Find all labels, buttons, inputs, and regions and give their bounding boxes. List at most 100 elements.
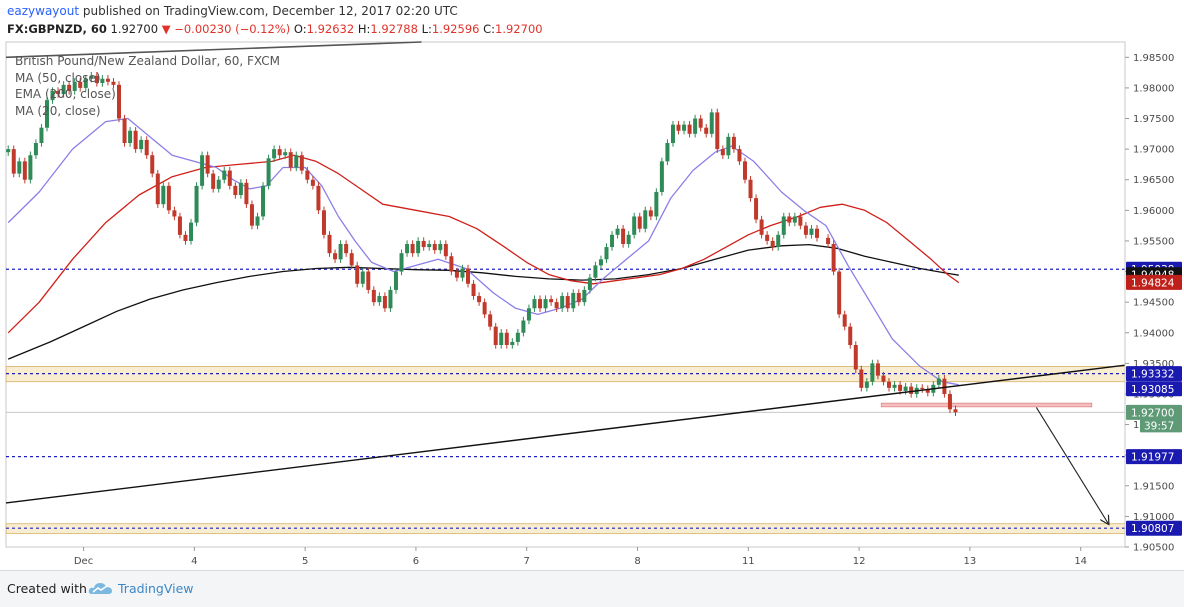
candle-body-123 bbox=[687, 124, 692, 134]
candle-body-102 bbox=[571, 292, 576, 309]
candle-body-169 bbox=[947, 393, 952, 410]
y-tick-label-14: 1.91500 bbox=[1133, 481, 1174, 492]
drawings-layer[interactable] bbox=[5, 41, 1126, 524]
candle-body-15 bbox=[89, 75, 94, 79]
x-tick-label-7: 12 bbox=[853, 556, 866, 567]
candle-body-33 bbox=[189, 222, 194, 241]
y-tick-label-15: 1.91000 bbox=[1133, 512, 1174, 523]
candle-body-117 bbox=[654, 191, 659, 217]
candle-body-131 bbox=[731, 136, 736, 150]
symbol-label[interactable]: FX:GBPNZD, 60 bbox=[7, 22, 107, 36]
candle-body-12 bbox=[72, 81, 77, 91]
candle-body-136 bbox=[759, 219, 764, 235]
candle-body-53 bbox=[299, 155, 304, 171]
low-value: 1.92596 bbox=[431, 22, 480, 36]
candle-body-122 bbox=[682, 124, 687, 131]
x-tick-label-5: 8 bbox=[634, 556, 640, 567]
chart-canvas[interactable]: 1.98500 1.98000 1.97500 1.97000 1.96500 1.960… bbox=[0, 0, 1184, 570]
tradingview-cloud-icon[interactable] bbox=[88, 579, 114, 597]
forecast-arrow[interactable] bbox=[1035, 407, 1108, 523]
candle-body-104 bbox=[582, 289, 587, 303]
candle-body-159 bbox=[892, 384, 897, 388]
y-tick-label-6: 1.95500 bbox=[1133, 236, 1174, 247]
candle-body-125 bbox=[698, 118, 703, 128]
x-tick-label-9: 14 bbox=[1074, 556, 1087, 567]
price-badges: 1.950381.949481.948241.933321.930851.927… bbox=[1126, 261, 1182, 536]
candle-body-79 bbox=[443, 244, 448, 257]
candle-body-127 bbox=[709, 112, 714, 134]
candle-body-107 bbox=[598, 259, 603, 266]
candle-body-74 bbox=[416, 240, 421, 254]
candle-body-69 bbox=[388, 289, 393, 309]
tradingview-link[interactable]: TradingView bbox=[118, 581, 194, 596]
candle-body-94 bbox=[526, 308, 531, 321]
candle-body-160 bbox=[898, 384, 903, 391]
candle-body-129 bbox=[720, 149, 725, 156]
legend-ema200[interactable]: EMA (200, close) bbox=[15, 87, 116, 101]
candle-body-21 bbox=[122, 118, 127, 143]
candle-body-96 bbox=[538, 299, 543, 309]
published-text: published on TradingView.com, December 1… bbox=[82, 4, 458, 18]
candle-body-39 bbox=[222, 170, 227, 180]
candle-body-105 bbox=[587, 277, 592, 290]
legend-title[interactable]: British Pound/New Zealand Dollar, 60, FX… bbox=[15, 54, 280, 68]
author-link[interactable]: eazywayout bbox=[7, 4, 80, 18]
candle-body-118 bbox=[659, 161, 664, 192]
y-tick-label-4: 1.96500 bbox=[1133, 175, 1174, 186]
ema200-line bbox=[7, 243, 959, 360]
candle-body-128 bbox=[715, 112, 720, 150]
candle-body-101 bbox=[565, 296, 570, 309]
candle-body-88 bbox=[493, 326, 498, 345]
legend-ma50[interactable]: MA (50, close) bbox=[15, 70, 101, 85]
x-tick-label-6: 11 bbox=[742, 556, 755, 567]
candle-body-59 bbox=[333, 253, 338, 260]
x-tick-label-0: Dec bbox=[74, 556, 93, 567]
candle-body-149 bbox=[837, 271, 842, 315]
y-tick-label-8: 1.94500 bbox=[1133, 298, 1174, 309]
high-value: 1.92788 bbox=[370, 22, 418, 36]
y-tick-label-16: 1.90500 bbox=[1133, 543, 1174, 554]
ascending-trendline[interactable] bbox=[5, 364, 1126, 504]
candle-body-68 bbox=[382, 296, 387, 309]
price-badge-7 bbox=[1126, 520, 1182, 536]
countdown-badge bbox=[1140, 418, 1182, 433]
x-axis[interactable]: Dec 4 5 6 7 8 11 12 13 14 bbox=[74, 547, 1087, 567]
quote-line: FX:GBPNZD, 60 1.92700 ▼ −0.00230 (−0.12%… bbox=[7, 22, 543, 36]
candle-body-115 bbox=[643, 210, 648, 229]
candle-body-13 bbox=[78, 81, 83, 88]
candle-body-80 bbox=[449, 256, 454, 272]
candle-body-91 bbox=[510, 341, 515, 345]
target-zone[interactable] bbox=[880, 402, 1093, 408]
candle-body-156 bbox=[875, 363, 880, 376]
plot-area[interactable] bbox=[5, 41, 1126, 548]
candle-body-106 bbox=[593, 265, 598, 278]
candle-body-97 bbox=[543, 299, 548, 309]
candle-body-44 bbox=[249, 204, 254, 226]
y-axis[interactable]: 1.98500 1.98000 1.97500 1.97000 1.96500 1.960… bbox=[1125, 53, 1174, 554]
created-with-text: Created with bbox=[7, 581, 87, 596]
candle-body-140 bbox=[781, 216, 786, 235]
candle-body-58 bbox=[327, 234, 332, 254]
candle-body-26 bbox=[150, 155, 155, 174]
candle-body-36 bbox=[205, 155, 210, 174]
open-label: O: bbox=[293, 22, 307, 36]
candle-body-86 bbox=[482, 302, 487, 315]
candle-body-130 bbox=[726, 136, 731, 156]
candle-body-150 bbox=[842, 314, 847, 327]
candle-body-20 bbox=[117, 84, 122, 119]
x-tick-label-3: 6 bbox=[413, 556, 419, 567]
candle-body-134 bbox=[748, 179, 753, 199]
candle-body-6 bbox=[39, 127, 44, 143]
candle-body-9 bbox=[56, 90, 61, 95]
candle-body-111 bbox=[621, 228, 626, 244]
candle-body-10 bbox=[61, 84, 66, 95]
candle-body-30 bbox=[172, 210, 177, 217]
candle-body-70 bbox=[393, 271, 398, 290]
candles-layer bbox=[6, 71, 958, 417]
y-tick-label-9: 1.94000 bbox=[1133, 328, 1174, 339]
price-badge-label-4: 1.93085 bbox=[1131, 384, 1174, 396]
legend-ma20[interactable]: MA (20, close) bbox=[15, 103, 101, 118]
upper-trendline[interactable] bbox=[5, 41, 422, 59]
candle-body-71 bbox=[399, 253, 404, 272]
candle-body-82 bbox=[460, 268, 465, 278]
